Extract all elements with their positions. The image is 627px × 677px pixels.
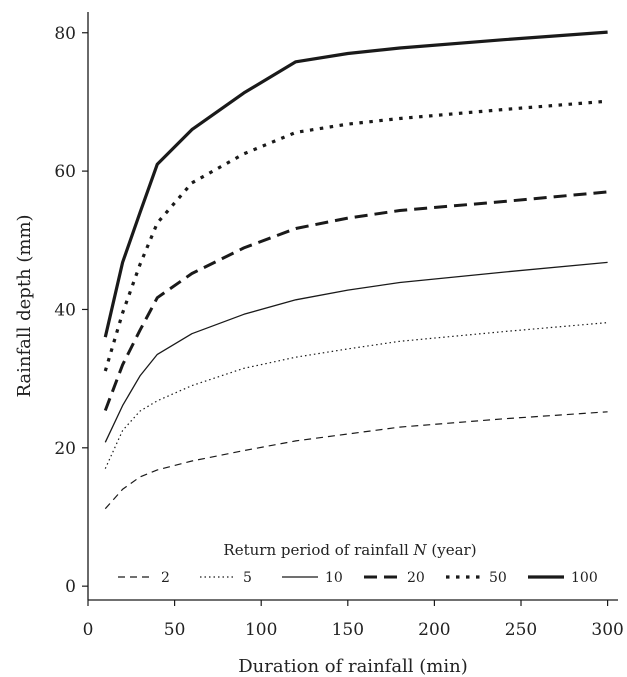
series-line-20 xyxy=(103,190,608,412)
series-line-5 xyxy=(104,322,608,469)
legend-title: Return period of rainfall N (year) xyxy=(223,541,476,559)
series-line-2 xyxy=(104,411,608,510)
legend-label-10: 10 xyxy=(325,570,343,586)
legend-label-50: 50 xyxy=(489,570,507,586)
series-line-10 xyxy=(104,261,608,443)
y-axis-title: Rainfall depth (mm) xyxy=(14,214,35,397)
x-tick-label: 300 xyxy=(591,620,623,640)
y-tick-label: 0 xyxy=(65,577,76,597)
x-tick-label: 100 xyxy=(245,620,277,640)
y-tick-label: 60 xyxy=(54,162,76,182)
x-tick-label: 250 xyxy=(505,620,537,640)
y-tick-label: 40 xyxy=(54,300,76,320)
x-tick-label: 50 xyxy=(164,620,186,640)
y-tick-label: 20 xyxy=(54,439,76,459)
legend-label-20: 20 xyxy=(407,570,425,586)
legend-label-5: 5 xyxy=(243,570,252,586)
plot-area xyxy=(103,30,608,510)
legend: Return period of rainfall N (year) 2 5 10 2… xyxy=(118,541,598,586)
x-tick-label: 200 xyxy=(418,620,450,640)
x-tick-label: 150 xyxy=(332,620,364,640)
y-tick-label: 80 xyxy=(54,24,76,44)
series-line-100 xyxy=(103,30,608,338)
x-axis-title: Duration of rainfall (min) xyxy=(238,656,468,677)
legend-label-2: 2 xyxy=(161,570,170,586)
x-tick-label: 0 xyxy=(83,620,94,640)
legend-label-100: 100 xyxy=(571,570,598,586)
